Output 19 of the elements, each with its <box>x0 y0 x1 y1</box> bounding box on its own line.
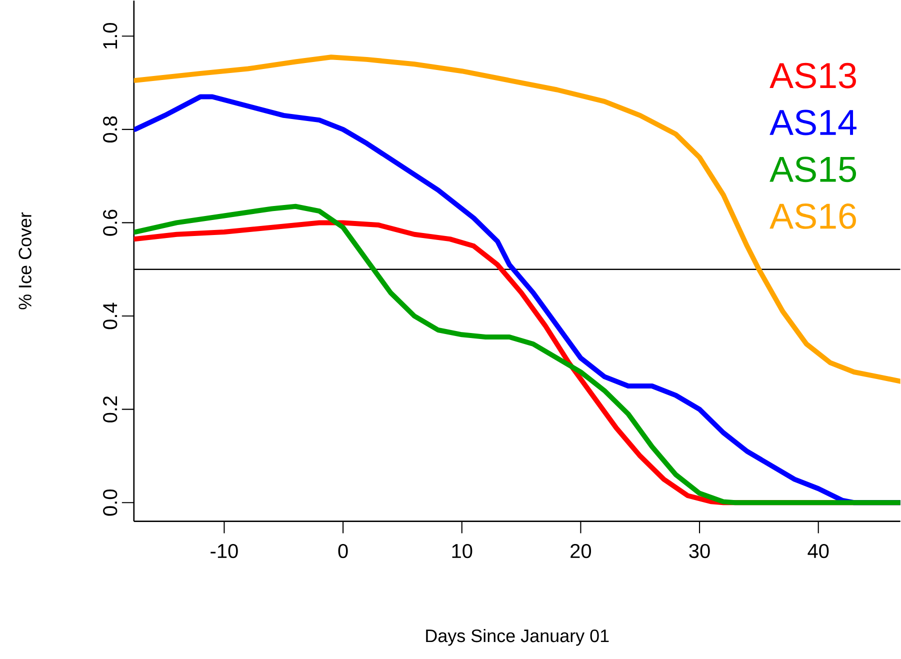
y-tick-label: 1.0 <box>103 22 118 48</box>
x-tick-label: 40 <box>808 544 829 558</box>
x-axis-title: Days Since January 01 <box>426 628 609 646</box>
x-tick-label: 20 <box>570 544 592 558</box>
y-tick-label: 0.8 <box>103 116 118 142</box>
y-tick-label: 0.0 <box>103 489 118 516</box>
text: AS13 <box>770 62 856 88</box>
text: AS15 <box>770 156 856 182</box>
y-tick-label: 0.2 <box>103 396 118 422</box>
x-tick-label: 30 <box>689 544 710 558</box>
y-tick-label: 0.6 <box>103 210 118 236</box>
x-tick-label: -10 <box>210 544 238 558</box>
series-label: AS16 <box>770 203 856 229</box>
y-tick-label: 0.4 <box>103 302 118 330</box>
line-series <box>134 54 900 384</box>
x-tick-label: 0 <box>338 544 348 558</box>
y-axis-title: % Ice Cover <box>18 212 32 310</box>
x-tick-label: 10 <box>452 544 472 558</box>
text: AS14 <box>770 110 856 136</box>
